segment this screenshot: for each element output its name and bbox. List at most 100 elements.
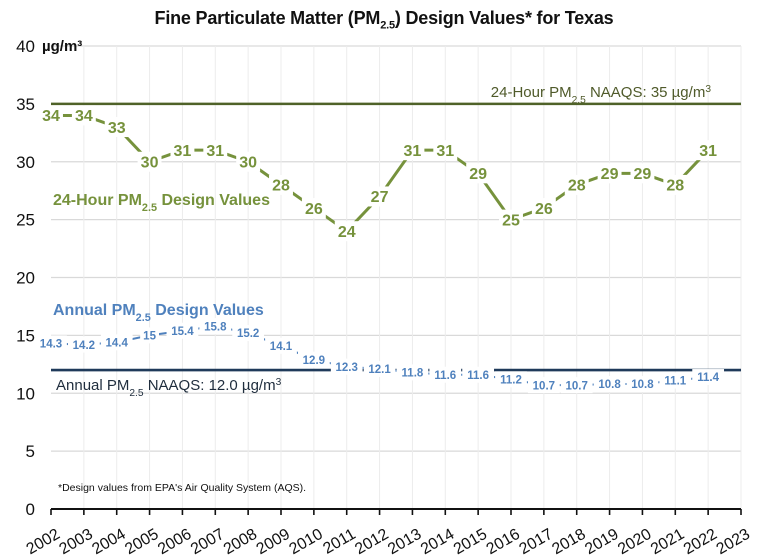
y-tick-label: 40	[16, 37, 35, 56]
naaqs-24hr-label: 24-Hour PM2.5 NAAQS: 35 µg/m3	[491, 83, 712, 105]
data-label: 29	[634, 166, 652, 183]
y-tick-label: 5	[26, 442, 35, 461]
title-text-main: Fine Particulate Matter (PM	[154, 8, 381, 28]
data-label: 27	[371, 189, 389, 206]
x-tick-label: 2015	[451, 526, 490, 556]
data-label-bg	[527, 377, 560, 394]
data-label: 10.7	[566, 380, 588, 392]
data-label-bg	[630, 163, 655, 184]
data-label-bg	[301, 198, 326, 219]
naaqs-24hr-label-part: 2.5	[572, 94, 586, 105]
title-text-rest: ) Design Values* for Texas	[394, 8, 614, 28]
data-label-bg	[35, 335, 67, 352]
x-tick-label: 2012	[352, 526, 391, 556]
data-label: 29	[469, 166, 487, 183]
data-label: 31	[174, 143, 192, 160]
data-label-bg	[140, 327, 160, 344]
data-label-bg	[297, 351, 330, 368]
x-tick-label: 2008	[221, 526, 260, 556]
data-label-bg	[104, 117, 129, 138]
data-label-bg	[400, 140, 425, 161]
title-subscript: 2.5	[380, 19, 395, 32]
series-annual-title: Annual PM2.5 Design Values	[53, 302, 264, 324]
data-label: 15.8	[204, 321, 227, 333]
data-label-bg	[564, 174, 589, 195]
naaqs-24hr-label-part: 3	[705, 83, 711, 94]
x-tick-label: 2002	[24, 526, 63, 556]
annotations: µg/m³ 24-Hour PM2.5 NAAQS: 35 µg/m3 Annual…	[42, 38, 711, 494]
data-label-bg	[170, 140, 195, 161]
data-label-bg	[39, 105, 63, 126]
data-label-bg	[626, 375, 659, 392]
x-tick-label: 2022	[681, 526, 720, 556]
data-label: 11.6	[467, 370, 489, 382]
x-tick-label: 2007	[188, 526, 227, 556]
data-label-bg	[137, 151, 162, 172]
data-label-bg	[203, 140, 228, 161]
data-label: 33	[108, 120, 126, 137]
data-label: 31	[404, 143, 422, 160]
x-tick-label: 2013	[385, 526, 424, 556]
data-label: 28	[568, 178, 586, 195]
x-tick-label: 2003	[57, 526, 96, 556]
y-tick-label: 0	[26, 500, 35, 519]
x-tick-label: 2014	[418, 526, 457, 556]
y-tick-label: 15	[16, 326, 35, 345]
series-annual-title-part: Annual PM	[53, 302, 136, 319]
data-label: 11.4	[697, 372, 719, 384]
y-tick-label: 10	[16, 384, 35, 403]
data-label: 11.6	[434, 370, 456, 382]
data-label-bg	[232, 325, 265, 342]
x-tick-label: 2020	[615, 526, 654, 556]
data-label: 11.2	[500, 375, 522, 387]
data-label-bg	[593, 375, 626, 392]
data-label: 10.8	[598, 379, 621, 391]
data-label: 12.9	[303, 355, 325, 367]
series-24hr-title: 24-Hour PM2.5 Design Values	[53, 192, 270, 214]
data-label: 10.7	[533, 380, 555, 392]
data-label-bg	[692, 369, 725, 386]
data-label-bg	[495, 371, 527, 388]
data-label-bg	[499, 209, 523, 230]
data-label: 31	[206, 143, 224, 160]
series-24hr: 34 34 33 30 31 31 30 28 26 24 27 31 31 29 25 26 28 29 29 28…	[39, 105, 721, 242]
data-label: 25	[502, 212, 520, 229]
x-tick-label: 2017	[517, 526, 556, 556]
data-label: 24	[338, 224, 356, 241]
data-label: 30	[141, 155, 159, 172]
data-label: 15.4	[171, 326, 194, 338]
y-tick-label: 35	[16, 95, 35, 114]
data-label: 15	[143, 331, 156, 343]
data-label-bg	[396, 364, 429, 381]
x-tick-label: 2019	[582, 526, 621, 556]
data-label-bg	[663, 174, 688, 195]
data-label-bg	[560, 377, 593, 394]
naaqs-24hr-label-part: NAAQS: 35 µg/m	[586, 84, 706, 101]
data-label-bg	[330, 358, 363, 375]
data-label-bg	[199, 318, 232, 335]
x-tick-label: 2006	[155, 526, 194, 556]
data-label: 14.4	[106, 337, 129, 349]
data-label: 11.8	[402, 368, 424, 380]
y-unit-label: µg/m³	[42, 38, 82, 55]
naaqs-annual-label-part: 2.5	[129, 388, 143, 399]
data-label-bg	[265, 337, 297, 354]
gridlines	[51, 45, 742, 509]
data-label: 12.3	[336, 362, 358, 374]
data-label-bg	[334, 221, 359, 242]
data-label-bg	[597, 163, 622, 184]
data-label-bg	[466, 163, 491, 184]
data-label-bg	[67, 336, 100, 353]
data-label: 10.8	[631, 379, 654, 391]
data-label-bg	[269, 174, 293, 195]
series-layer: 34 34 33 30 31 31 30 28 26 24 27 31 31 29 25 26 28 29 29 28…	[35, 105, 725, 394]
x-axis: 2002200320042005200620072008200920102011…	[24, 508, 753, 556]
chart-title: Fine Particulate Matter (PM2.5) Design V…	[0, 8, 768, 32]
naaqs-annual-label-part: NAAQS: 12.0 µg/m	[144, 377, 276, 394]
data-label: 34	[75, 108, 93, 125]
data-label-bg	[462, 366, 495, 383]
data-label: 26	[535, 201, 553, 218]
series-annual-title-part: 2.5	[136, 312, 151, 324]
y-axis: 0 5 10 15 20 25 30 35 40	[16, 37, 35, 519]
x-tick-label: 2016	[484, 526, 523, 556]
